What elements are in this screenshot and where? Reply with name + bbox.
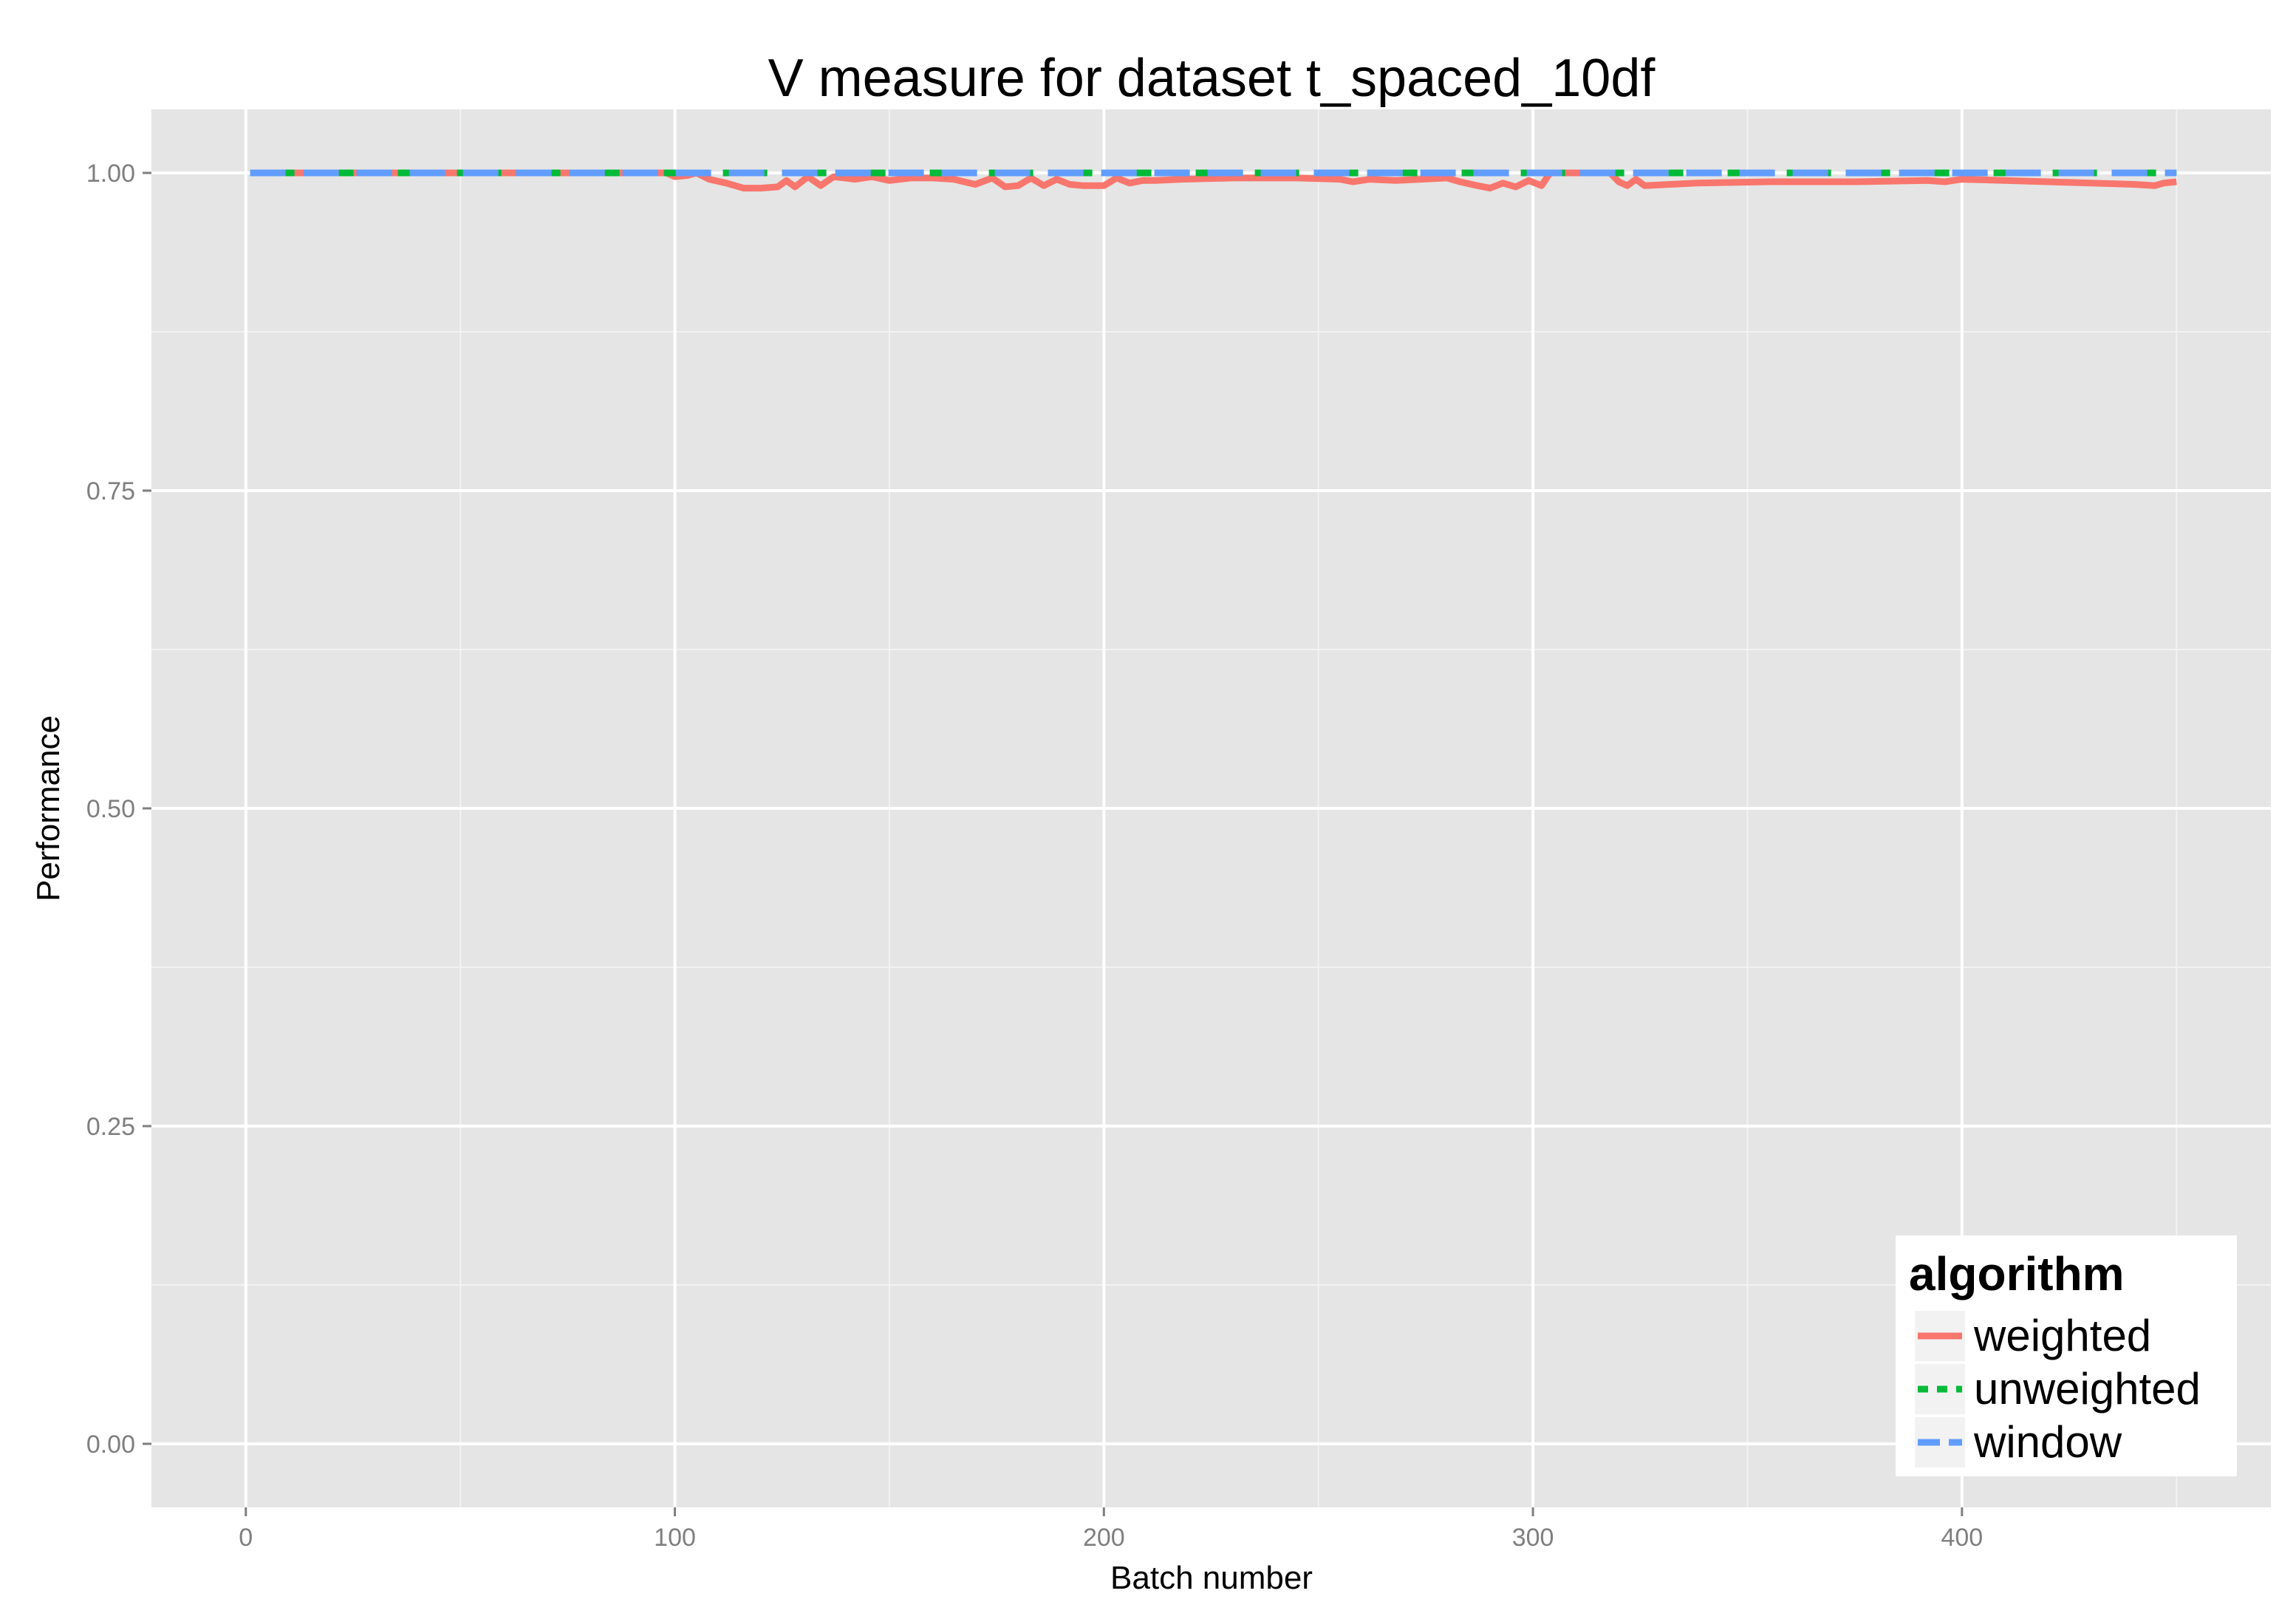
series-layer <box>250 169 2177 192</box>
y-tick-label-3: 0.75 <box>86 477 135 505</box>
y-tick-label-2: 0.50 <box>86 795 135 823</box>
y-tick-label-1: 0.25 <box>86 1113 135 1141</box>
legend-label-window: window <box>1973 1417 2122 1467</box>
x-tick-label-3: 300 <box>1512 1524 1554 1552</box>
y-tick-label-0: 0.00 <box>86 1431 135 1459</box>
x-tick-label-0: 0 <box>239 1524 253 1552</box>
y-tick-label-4: 1.00 <box>86 160 135 188</box>
y-axis-label: Performance <box>30 715 66 901</box>
x-tick-label-2: 200 <box>1083 1524 1125 1552</box>
legend-label-unweighted: unweighted <box>1974 1364 2201 1414</box>
series-line-weighted <box>250 169 2177 192</box>
legend-title: algorithm <box>1909 1247 2125 1300</box>
x-tick-label-1: 100 <box>654 1524 696 1552</box>
x-tick-label-4: 400 <box>1941 1524 1983 1552</box>
legend-label-weighted: weighted <box>1973 1311 2151 1360</box>
tick-layer: 0 100 200 300 400 0.00 0.25 0.50 0.75 1.00 <box>86 160 1983 1552</box>
x-axis-label: Batch number <box>1110 1560 1313 1596</box>
chart-title: V measure for dataset t_spaced_10df <box>768 49 1656 108</box>
